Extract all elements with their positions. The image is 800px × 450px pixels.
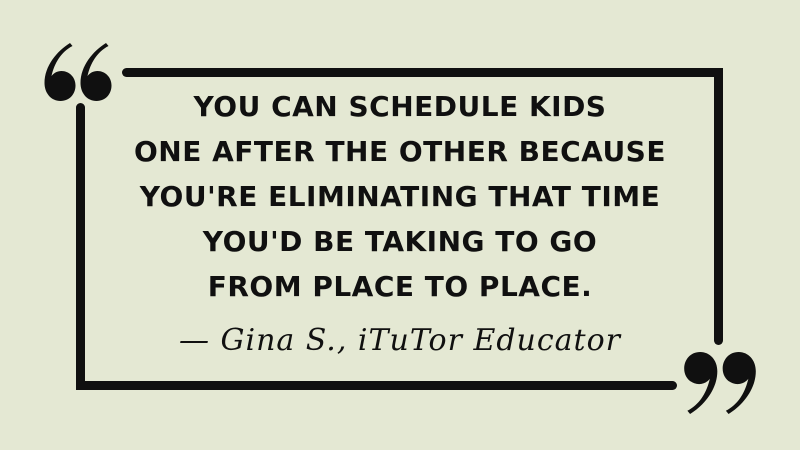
frame-left-line (76, 103, 85, 390)
quote-line: YOU'RE ELIMINATING THAT TIME (139, 180, 661, 213)
quote-line: FROM PLACE TO PLACE. (207, 270, 593, 303)
quote-line: ONE AFTER THE OTHER BECAUSE (134, 135, 666, 168)
quote-line: YOU CAN SCHEDULE KIDS (193, 90, 607, 123)
quote-text: YOU CAN SCHEDULE KIDS ONE AFTER THE OTHE… (80, 84, 720, 309)
frame-bottom-line (76, 381, 677, 390)
quote-line: YOU'D BE TAKING TO GO (202, 225, 598, 258)
frame-right-line (714, 68, 723, 345)
frame-top-line (122, 68, 722, 77)
attribution: — Gina S., iTuTor Educator (178, 323, 622, 358)
